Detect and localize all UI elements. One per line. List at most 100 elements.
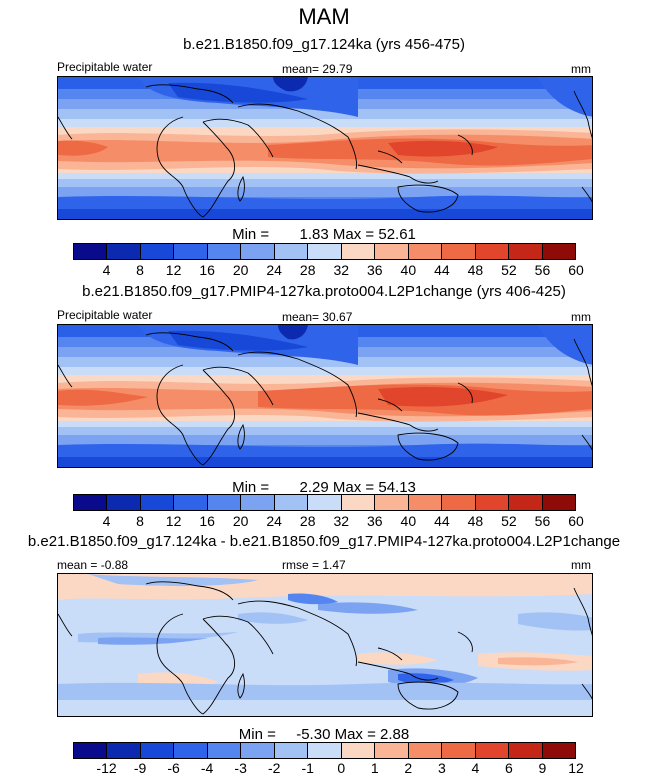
colorbar-tick-label: 8: [136, 262, 144, 278]
colorbar-swatch: [408, 495, 443, 510]
panel1-minmax: Min = 1.83 Max = 52.61: [0, 226, 648, 243]
colorbar-swatch: [107, 495, 141, 510]
colorbar-tick-label: 12: [568, 760, 584, 776]
colorbar-tick-label: 20: [232, 513, 249, 529]
colorbar-tick-label: 12: [165, 262, 182, 278]
colorbar-swatch: [442, 743, 476, 758]
panel2-mean-label: mean= 30.67: [282, 310, 353, 324]
colorbar-swatch: [274, 495, 309, 510]
colorbar-swatch: [140, 244, 175, 259]
colorbar-tick-label: 3: [437, 760, 446, 776]
colorbar-tick-label: 9: [538, 760, 547, 776]
panel3-minmax: Min = -5.30 Max = 2.88: [0, 726, 648, 743]
colorbar-swatch: [241, 743, 275, 758]
colorbar-tick-label: 36: [367, 513, 383, 529]
panel2-max-value: 54.13: [378, 479, 416, 496]
panel1-variable-label: Precipitable water: [57, 60, 153, 74]
colorbar-tick-label: 40: [400, 262, 417, 278]
colorbar-swatch: [341, 743, 376, 758]
colorbar-swatch: [274, 244, 309, 259]
colorbar-swatch: [174, 495, 208, 510]
colorbar-tick-label: 52: [501, 262, 517, 278]
colorbar-swatch: [375, 244, 409, 259]
colorbar-swatch: [207, 743, 242, 758]
colorbar-tick-label: 6: [505, 760, 513, 776]
colorbar-tick-label: -4: [200, 760, 214, 776]
colorbar-swatch: [241, 244, 275, 259]
colorbar-swatch: [542, 743, 576, 758]
colorbar-swatch: [74, 743, 108, 758]
panel2-min-label: Min =: [232, 479, 270, 496]
colorbar-tick-label: 12: [165, 513, 182, 529]
panel2-colorbar: [73, 494, 576, 511]
colorbar-tick-label: 52: [501, 513, 517, 529]
colorbar-tick-label: 20: [232, 262, 249, 278]
colorbar-tick-label: 4: [471, 760, 480, 776]
panel3-colorbar: [73, 742, 576, 759]
colorbar-tick-label: -1: [301, 760, 314, 776]
colorbar-swatch: [74, 495, 108, 510]
colorbar-swatch: [107, 743, 141, 758]
panel2-variable-label: Precipitable water: [57, 308, 153, 322]
colorbar-swatch: [140, 495, 175, 510]
colorbar-tick-label: 60: [568, 513, 584, 529]
colorbar-tick-label: 40: [400, 513, 417, 529]
colorbar-tick-label: 56: [534, 513, 551, 529]
colorbar-tick-label: 32: [333, 513, 350, 529]
colorbar-swatch: [542, 244, 576, 259]
colorbar-tick-label: 48: [467, 513, 484, 529]
colorbar-swatch: [509, 495, 543, 510]
colorbar-tick-label: 24: [266, 262, 282, 278]
colorbar-swatch: [207, 244, 242, 259]
colorbar-tick-label: 0: [337, 760, 346, 776]
colorbar-swatch: [408, 244, 443, 259]
panel3-max-value: 2.88: [380, 726, 410, 743]
colorbar-swatch: [308, 495, 342, 510]
colorbar-swatch: [308, 244, 342, 259]
panel1-run-title: b.e21.B1850.f09_g17.124ka (yrs 456-475): [183, 36, 465, 53]
panel2-map-svg: [58, 325, 592, 467]
colorbar-swatch: [274, 743, 309, 758]
panel1-colorbar-ticks: 4 8 12 16 20 24 28 32 36 40 44 48 52 56 60: [73, 262, 584, 280]
panel3-map-svg: [58, 574, 592, 716]
colorbar-tick-label: 36: [367, 262, 383, 278]
panel3-colorbar-ticks: -12 -9 -6 -4 -3 -2 -1 0 1 2 3 4 6 9 12: [73, 760, 583, 778]
panel3-max-label: Max =: [334, 726, 376, 743]
figure-title: MAM: [298, 4, 350, 29]
colorbar-swatch: [542, 495, 576, 510]
panel2-run-title: b.e21.B1850.f09_g17.PMIP4-127ka.proto004…: [82, 283, 566, 300]
colorbar-swatch: [375, 743, 409, 758]
colorbar-swatch: [74, 244, 108, 259]
panel1-mean-label: mean= 29.79: [282, 62, 353, 76]
colorbar-tick-label: -2: [267, 760, 281, 776]
colorbar-swatch: [207, 495, 242, 510]
colorbar-tick-label: 2: [404, 760, 413, 776]
colorbar-swatch: [509, 743, 543, 758]
panel3-min-value: -5.30: [296, 726, 331, 743]
colorbar-swatch: [475, 495, 510, 510]
panel2-units-label: mm: [571, 310, 591, 324]
colorbar-swatch: [475, 244, 510, 259]
panel2-minmax: Min = 2.29 Max = 54.13: [0, 479, 648, 496]
panel3-rmse-label: rmse = 1.47: [282, 558, 346, 572]
panel1-map-svg: [58, 77, 592, 219]
colorbar-swatch: [442, 495, 476, 510]
panel3-mean-label: mean = -0.88: [57, 558, 129, 572]
colorbar-swatch: [174, 244, 208, 259]
colorbar-tick-label: 24: [266, 513, 282, 529]
colorbar-swatch: [442, 244, 476, 259]
colorbar-swatch: [107, 244, 141, 259]
colorbar-swatch: [341, 244, 376, 259]
colorbar-tick-label: 60: [568, 262, 584, 278]
colorbar-swatch: [308, 743, 342, 758]
colorbar-tick-label: 16: [199, 262, 215, 278]
panel1-colorbar: [73, 243, 576, 260]
colorbar-tick-label: 1: [370, 760, 379, 776]
panel3-min-label: Min =: [238, 726, 276, 743]
panel1-map: [57, 76, 593, 220]
colorbar-tick-label: 4: [102, 513, 111, 529]
colorbar-swatch: [341, 495, 376, 510]
colorbar-tick-label: -12: [96, 760, 117, 776]
panel2-min-value: 2.29: [299, 479, 329, 496]
colorbar-tick-label: 32: [333, 262, 350, 278]
